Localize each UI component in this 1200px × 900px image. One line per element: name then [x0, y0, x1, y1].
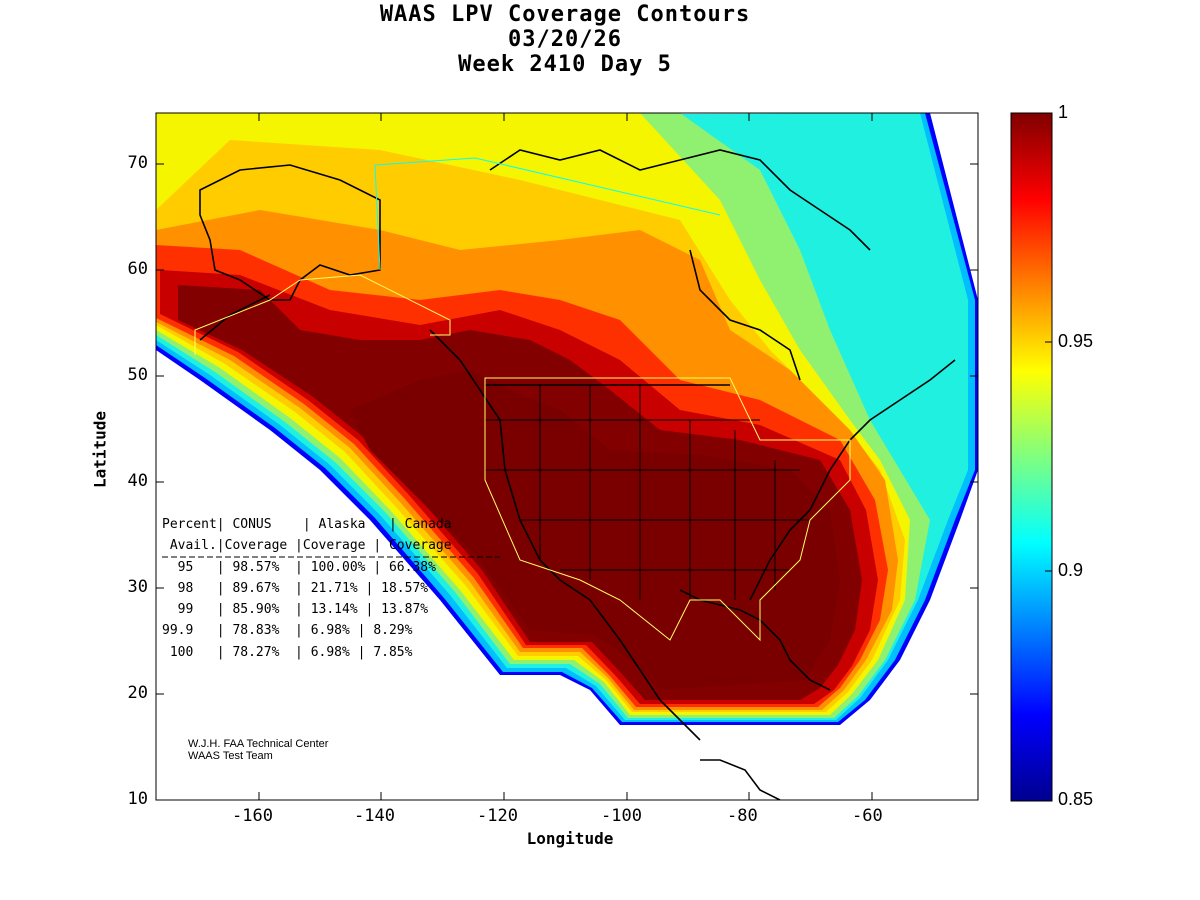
table-header: Avail.|Coverage |Coverage | Coverage [162, 538, 452, 553]
credit-line: WAAS Test Team [188, 750, 273, 762]
y-tick-label: 70 [127, 153, 148, 173]
colorbar-tick: 0.95 [1058, 331, 1094, 351]
y-tick-label: 60 [127, 259, 148, 279]
coverage-contours [156, 113, 978, 800]
x-tick-label: -120 [477, 806, 518, 826]
x-tick-label: -60 [852, 806, 883, 826]
chart-title: WAAS LPV Coverage Contours [379, 2, 751, 27]
chart-date: 03/20/26 [508, 27, 622, 52]
table-row: 99 | 85.90% | 13.14% | 13.87% [162, 602, 429, 617]
colorbar [1010, 112, 1053, 802]
x-tick-label: -140 [354, 806, 395, 826]
table-row: 99.9 | 78.83% | 6.98% | 8.29% [162, 623, 413, 638]
y-tick-label: 30 [127, 577, 148, 597]
credit-line: W.J.H. FAA Technical Center [188, 738, 329, 750]
y-tick-label: 50 [127, 365, 148, 385]
table-row: 98 | 89.67% | 21.71% | 18.57% [162, 581, 429, 596]
x-tick-label: -100 [601, 806, 642, 826]
x-tick-label: -80 [727, 806, 758, 826]
chart-week: Week 2410 Day 5 [458, 52, 672, 77]
table-row: 100 | 78.27% | 6.98% | 7.85% [162, 645, 413, 660]
table-header: Percent| CONUS | Alaska | Canada [162, 517, 452, 532]
x-axis-label: Longitude [526, 829, 614, 848]
table-row: 95 | 98.57% | 100.00% | 66.38% [162, 560, 436, 575]
y-tick-label: 40 [127, 471, 148, 491]
y-tick-label: 20 [127, 683, 148, 703]
colorbar-tick: 0.85 [1058, 789, 1094, 809]
axis-ticks [156, 113, 978, 800]
y-tick-label: 10 [127, 789, 148, 809]
y-axis-label: Latitude [90, 410, 110, 489]
colorbar-tick: 0.9 [1058, 560, 1084, 580]
colorbar-tick: 1 [1058, 102, 1069, 122]
x-tick-label: -160 [232, 806, 273, 826]
